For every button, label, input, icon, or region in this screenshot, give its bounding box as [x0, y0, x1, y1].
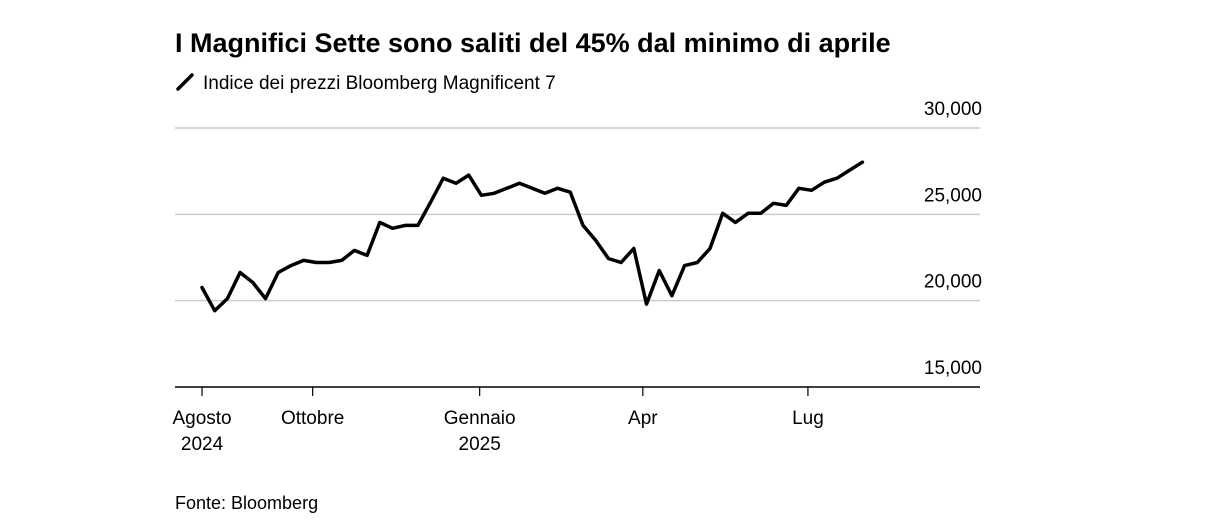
x-tick-label: 2025: [459, 434, 501, 455]
y-tick-label: 15,000: [924, 358, 982, 379]
y-tick-label: 30,000: [924, 99, 982, 120]
source: Fonte: Bloomberg: [175, 493, 318, 513]
x-tick-label: Apr: [628, 408, 658, 429]
x-tick-label: Gennaio: [444, 408, 516, 429]
price-line: [200, 160, 865, 313]
y-tick-label: 20,000: [924, 272, 982, 293]
y-tick-label: 25,000: [924, 185, 982, 206]
x-tick-label: Agosto: [172, 408, 231, 429]
legend-label: Indice dei prezzi Bloomberg Magnificent …: [203, 73, 556, 94]
legend-swatch: [176, 73, 194, 91]
x-tick-label: 2024: [181, 434, 224, 455]
x-tick-label: Lug: [792, 408, 824, 429]
chart-title: I Magnifici Sette sono saliti del 45% da…: [175, 28, 891, 58]
x-tick-label: Ottobre: [281, 408, 344, 429]
